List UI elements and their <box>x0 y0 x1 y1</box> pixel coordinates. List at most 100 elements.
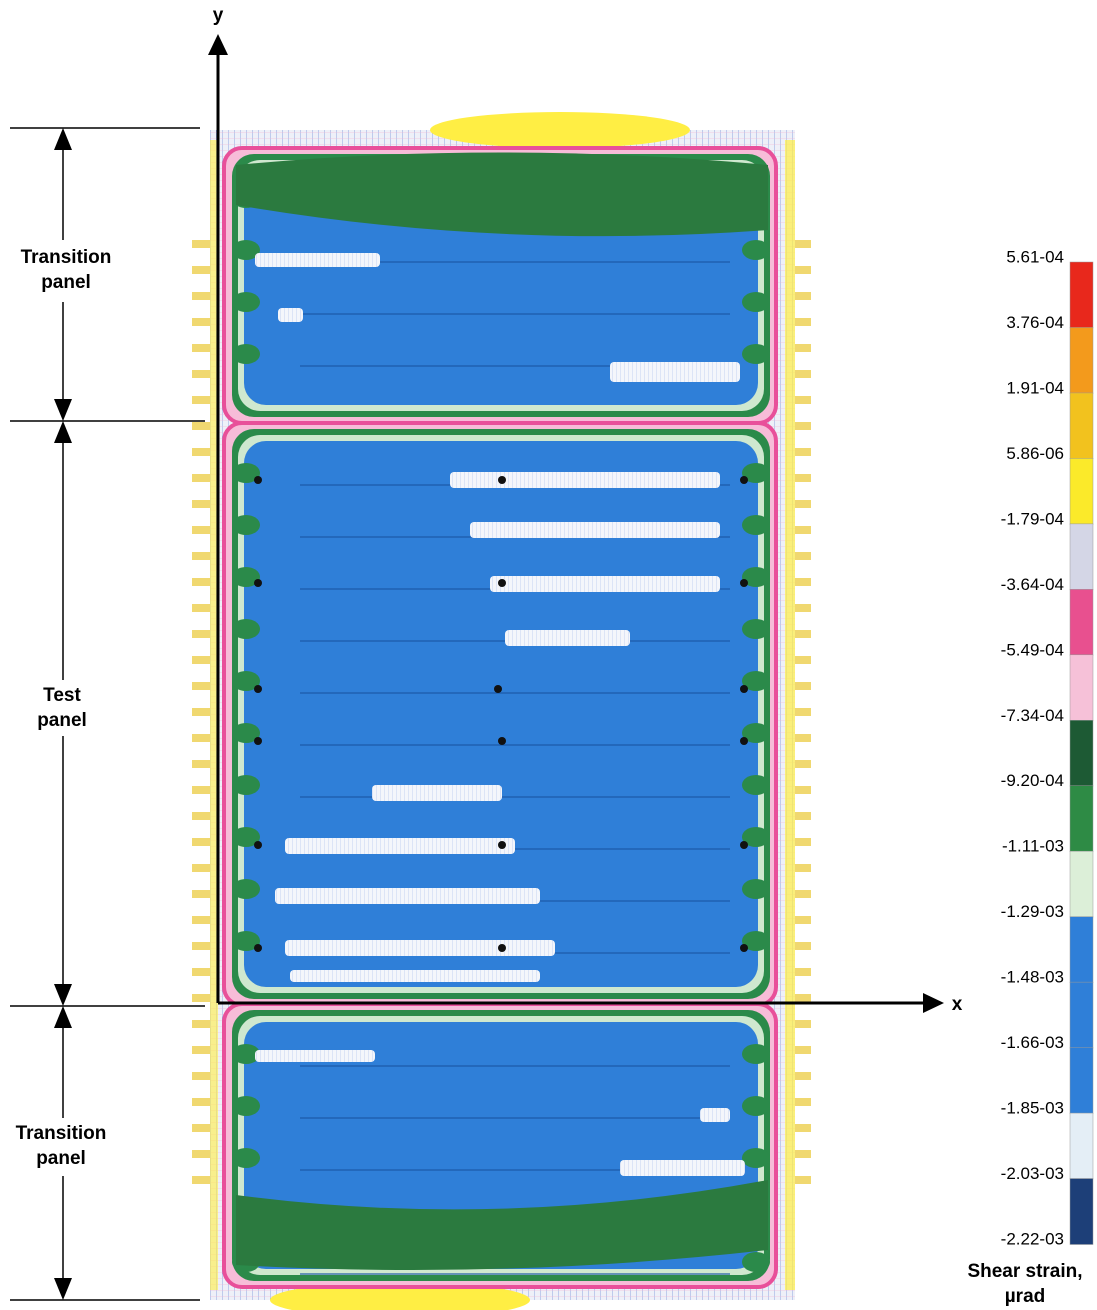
gauge-dot <box>254 841 262 849</box>
tab <box>192 786 210 794</box>
tab <box>192 240 210 248</box>
tab <box>192 396 210 404</box>
tab <box>795 942 811 950</box>
white-zone <box>505 630 630 646</box>
green-lobe <box>742 240 770 260</box>
region-label: panel <box>36 1148 86 1169</box>
tab <box>795 1046 811 1054</box>
colorbar-segment <box>1070 589 1093 655</box>
tab <box>192 968 210 976</box>
region-label: Transition <box>21 247 112 268</box>
tab <box>795 344 811 352</box>
tab <box>795 630 811 638</box>
green-lobe <box>232 344 260 364</box>
white-zone <box>255 1050 375 1062</box>
tab <box>795 500 811 508</box>
green-lobe <box>742 879 770 899</box>
tab <box>795 682 811 690</box>
colorbar-segment <box>1070 786 1093 852</box>
tab <box>192 682 210 690</box>
green-lobe <box>742 619 770 639</box>
tab <box>192 448 210 456</box>
tab <box>795 318 811 326</box>
colorbar-segment <box>1070 851 1093 917</box>
tab <box>795 994 811 1002</box>
tab <box>795 1020 811 1028</box>
colorbar-label: -1.79-04 <box>1001 509 1064 528</box>
tab <box>192 578 210 586</box>
gauge-dot <box>254 685 262 693</box>
white-zone <box>290 970 540 982</box>
gauge-dot <box>254 944 262 952</box>
white-zone <box>470 522 720 538</box>
tab <box>795 708 811 716</box>
tab <box>192 318 210 326</box>
tab <box>192 994 210 1002</box>
region-label: Test <box>43 685 81 706</box>
tab <box>795 734 811 742</box>
colorbar-label: -1.85-03 <box>1001 1099 1064 1118</box>
tab <box>192 526 210 534</box>
colorbar-segment <box>1070 982 1093 1048</box>
colorbar-segment <box>1070 917 1093 983</box>
green-lobe <box>742 775 770 795</box>
white-zone <box>275 888 540 904</box>
white-zone <box>610 362 740 382</box>
gauge-dot <box>254 476 262 484</box>
tab <box>795 578 811 586</box>
green-lobe <box>232 775 260 795</box>
white-zone <box>278 308 303 322</box>
tab <box>795 448 811 456</box>
colorbar-title: Shear strain, <box>967 1261 1082 1282</box>
tab <box>192 942 210 950</box>
tab <box>795 240 811 248</box>
tab <box>192 422 210 430</box>
colorbar-label: 5.86-06 <box>1006 444 1064 463</box>
gauge-dot <box>254 737 262 745</box>
colorbar-segment <box>1070 262 1093 328</box>
tab <box>192 864 210 872</box>
gauge-dot <box>498 579 506 587</box>
white-zone <box>372 785 502 801</box>
green-lobe <box>742 1252 770 1272</box>
gauge-dot <box>254 579 262 587</box>
figure: y x Transition panel Test panel Transiti… <box>0 0 1097 1310</box>
tab <box>795 838 811 846</box>
tab <box>192 1046 210 1054</box>
tab <box>795 916 811 924</box>
green-lobe <box>232 619 260 639</box>
edge-zone <box>785 140 795 1290</box>
tab <box>795 1124 811 1132</box>
tab <box>192 1072 210 1080</box>
region-label: panel <box>37 710 87 731</box>
tab <box>192 344 210 352</box>
x-axis-label: x <box>952 994 963 1015</box>
gauge-dot <box>498 841 506 849</box>
tab <box>192 370 210 378</box>
tab <box>192 604 210 612</box>
tab <box>192 1098 210 1106</box>
colorbar-label: -1.29-03 <box>1001 902 1064 921</box>
tab <box>795 292 811 300</box>
tab <box>192 1150 210 1158</box>
green-lobe <box>742 292 770 312</box>
y-axis-label: y <box>213 5 224 26</box>
tab <box>192 1124 210 1132</box>
colorbar-segment <box>1070 655 1093 721</box>
colorbar-label: -3.64-04 <box>1001 575 1064 594</box>
tab <box>795 396 811 404</box>
tab <box>795 474 811 482</box>
green-lobe <box>742 1148 770 1168</box>
green-lobe <box>742 515 770 535</box>
region-label: Transition <box>16 1123 107 1144</box>
tab <box>795 760 811 768</box>
colorbar-title: µrad <box>1005 1286 1046 1307</box>
colorbar-label: -1.48-03 <box>1001 968 1064 987</box>
green-lobe <box>742 1096 770 1116</box>
colorbar-segment <box>1070 1113 1093 1179</box>
tab <box>192 812 210 820</box>
tab <box>795 890 811 898</box>
tab <box>192 630 210 638</box>
gauge-dot <box>494 685 502 693</box>
colorbar-label: -2.22-03 <box>1001 1229 1064 1248</box>
